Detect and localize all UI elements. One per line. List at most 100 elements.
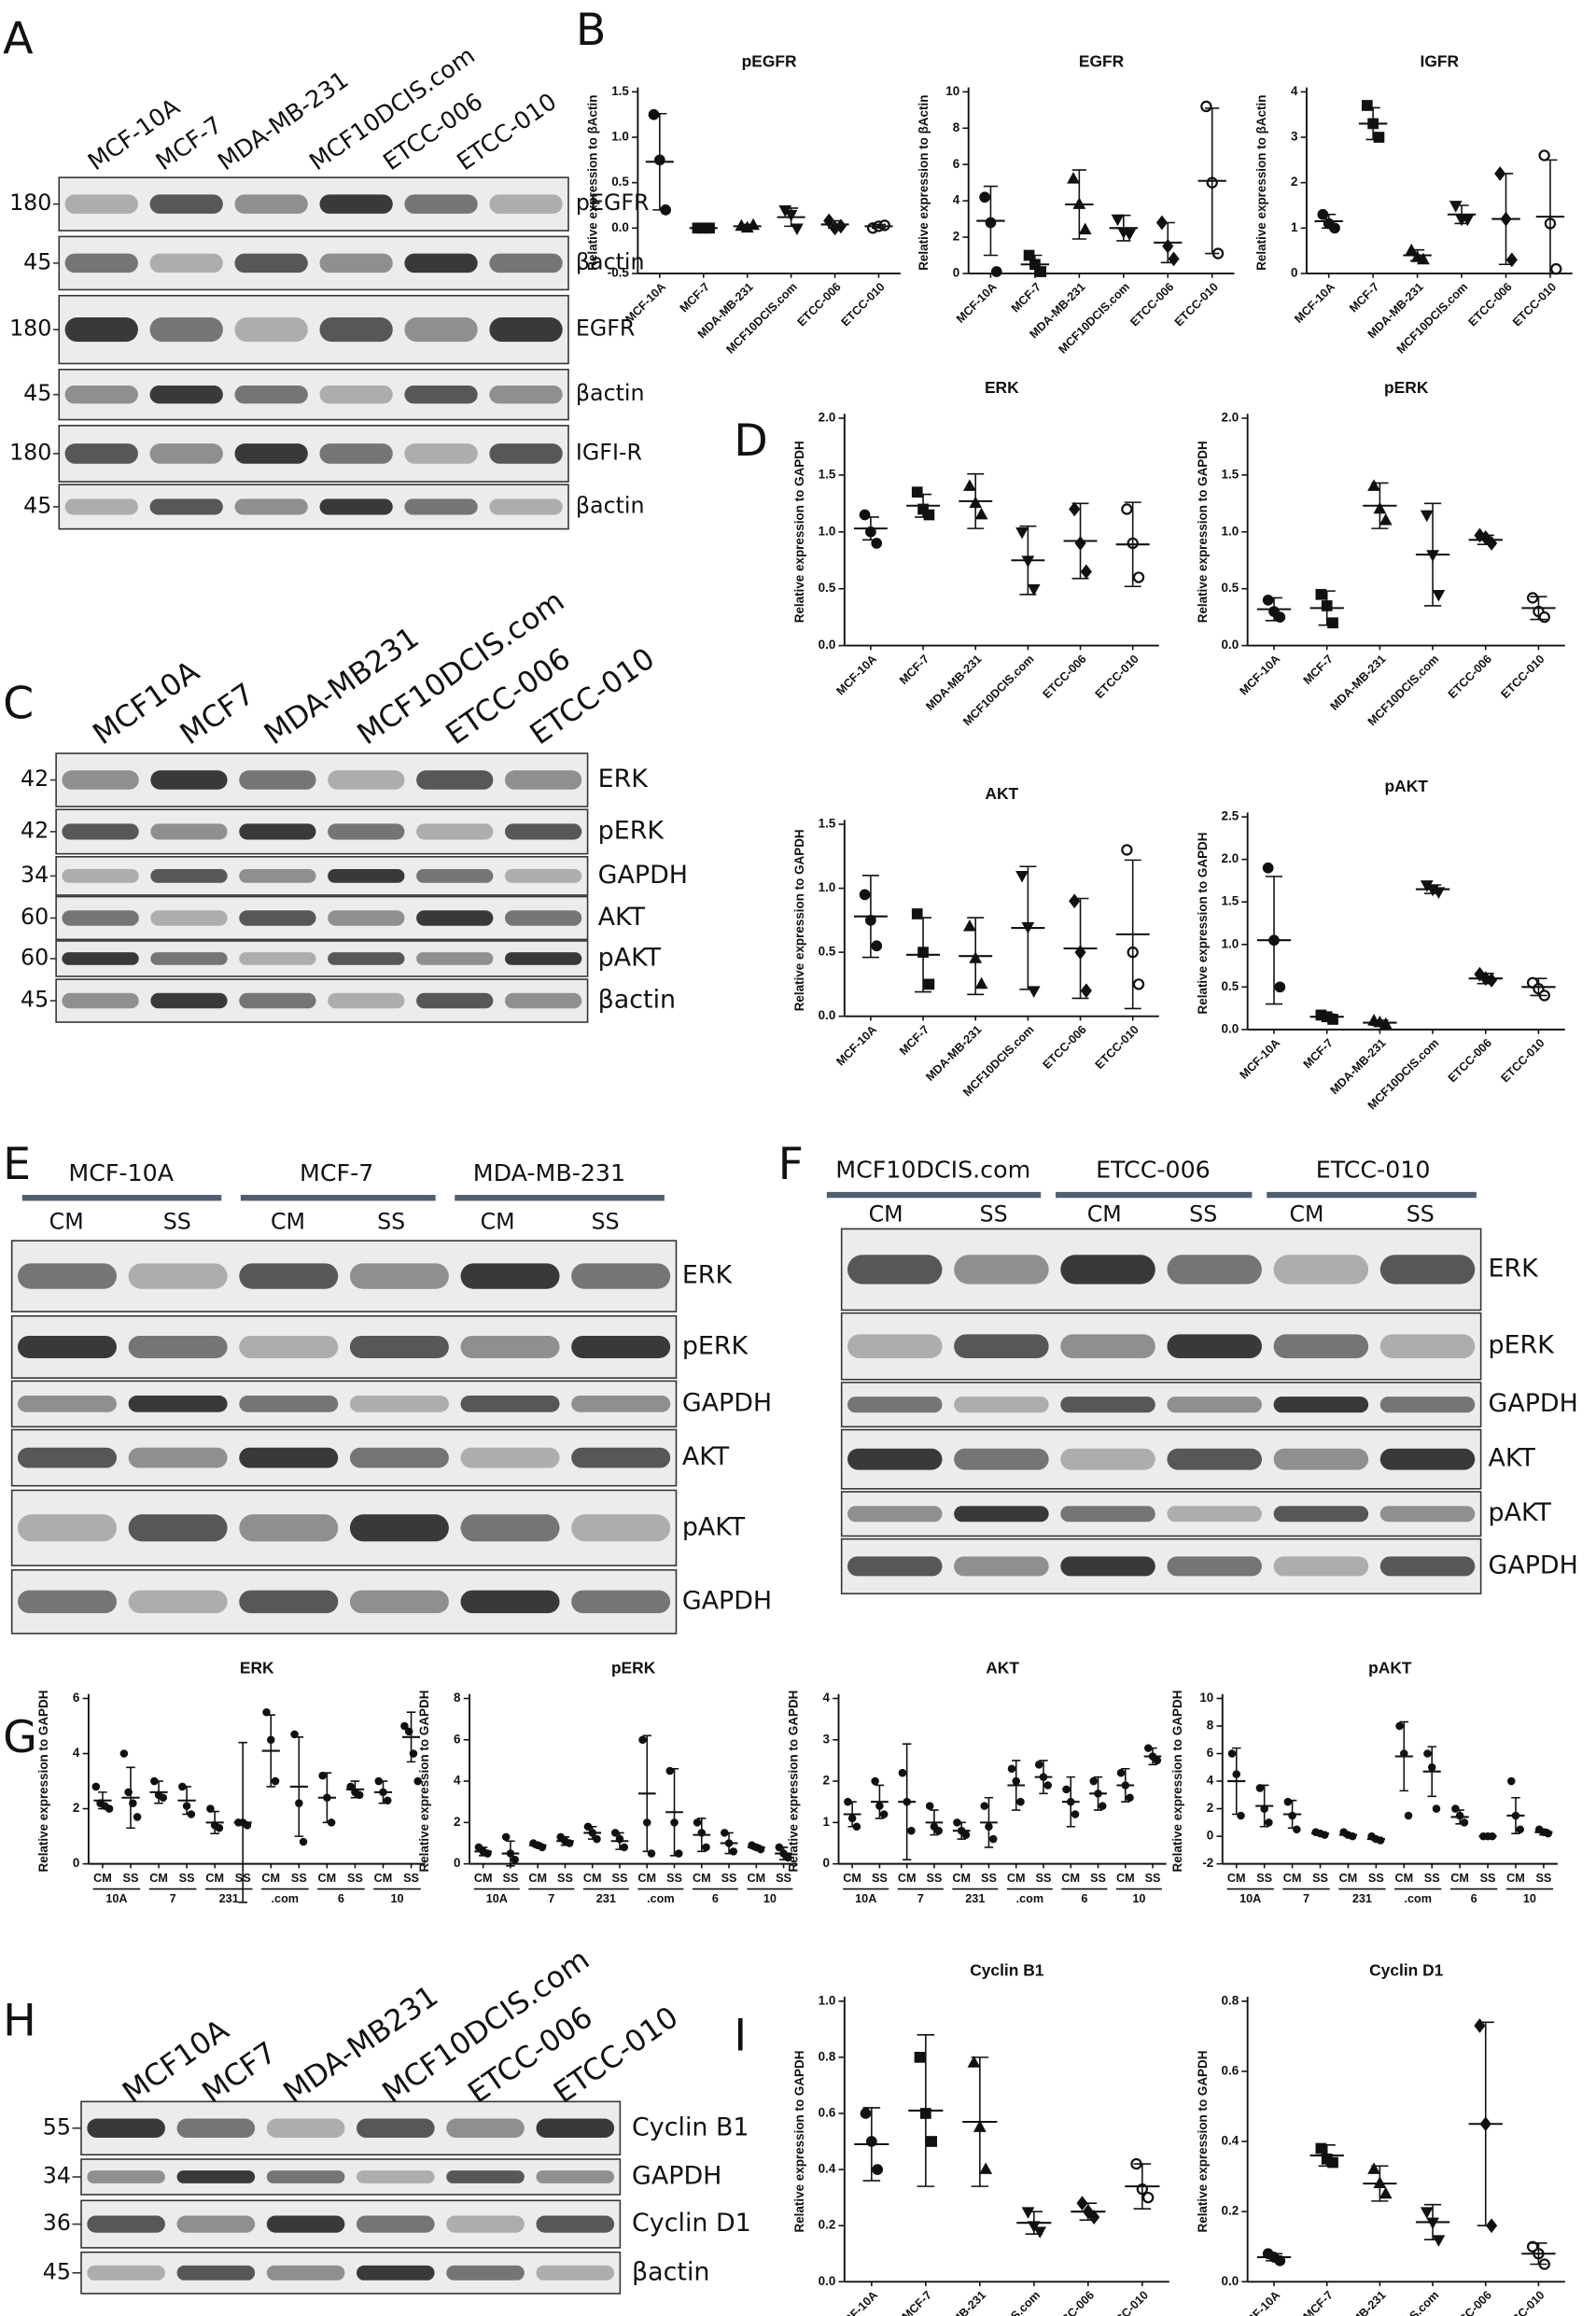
y-tick-label: 8 [454, 1691, 461, 1705]
error-bar [294, 1736, 304, 1837]
blot-band [62, 910, 139, 926]
blot-band [404, 194, 478, 214]
blot-band [349, 1263, 449, 1289]
blot-band [1273, 1448, 1369, 1470]
error-bar [1071, 502, 1089, 580]
blot-band [446, 2215, 525, 2233]
x-tick-label: CM [637, 1872, 656, 1885]
blot-band [489, 194, 563, 214]
x-tick-label: SS [612, 1872, 628, 1885]
blot-band [460, 1447, 560, 1468]
blot-band [1379, 1448, 1476, 1470]
blot-band [234, 253, 308, 274]
blot-band [149, 443, 223, 464]
data-point [925, 1802, 934, 1810]
panel-letter: F [778, 1139, 804, 1190]
y-tick-label: 1.0 [1222, 936, 1239, 950]
y-tick-label: 0.2 [819, 2218, 836, 2232]
data-point [1200, 100, 1212, 113]
error-bar [1424, 502, 1442, 607]
mw-label: 60 [21, 904, 49, 930]
y-tick-label: 1.5 [1222, 467, 1239, 481]
error-bar [1455, 1809, 1464, 1825]
data-point [1367, 479, 1380, 491]
condition-label: CM [1289, 1201, 1323, 1228]
blot-band [847, 1506, 943, 1523]
chart-title: ERK [985, 378, 1019, 397]
blot-band [1379, 1506, 1476, 1523]
error-bar [126, 1766, 135, 1830]
y-tick-label: 0.0 [611, 220, 629, 234]
error-bar [322, 1772, 332, 1824]
error-bar [182, 1786, 191, 1816]
blot-band [460, 1263, 560, 1289]
x-tick-label: SS [557, 1872, 573, 1885]
group-label: 10 [1132, 1892, 1145, 1905]
group-label: 10A [855, 1892, 876, 1905]
error-bar [1318, 1013, 1336, 1020]
row-label: AKT [598, 903, 646, 932]
error-bar [1530, 2242, 1547, 2266]
error-bar [1019, 865, 1037, 990]
mw-label: 42 [21, 765, 49, 792]
blot-band [954, 1255, 1049, 1284]
error-bar [1066, 1776, 1075, 1828]
data-point [1227, 1749, 1237, 1758]
blot-band [176, 2118, 256, 2139]
data-point [693, 1818, 702, 1827]
group-label: ETCC-006 [1096, 1157, 1211, 1184]
blot-band [64, 194, 138, 214]
row-label: GAPDH [1489, 1551, 1578, 1579]
blot-band [239, 1396, 339, 1412]
chart-title: Cyclin D1 [1369, 1961, 1444, 1980]
data-point [1315, 588, 1327, 600]
y-axis-label: Relative expression to GAPDH [1196, 833, 1210, 1015]
y-tick-label: 0.5 [1222, 979, 1239, 993]
blot-band [234, 316, 308, 343]
x-tick-label: SS [666, 1872, 682, 1885]
y-axis-label: Relative expression to GAPDH [417, 1691, 431, 1873]
blot-strip [80, 2199, 622, 2249]
x-tick-label: SS [1368, 1872, 1384, 1885]
blot-band [64, 498, 138, 515]
blot-band [954, 1506, 1049, 1523]
x-tick-label: SS [1256, 1872, 1272, 1885]
blot-strip [10, 1428, 678, 1487]
blot-band [87, 2265, 165, 2281]
y-tick-label: 6 [1207, 1746, 1213, 1760]
group-label: 10A [1239, 1892, 1261, 1905]
y-axis-label: Relative expression to GAPDH [1196, 2051, 1210, 2233]
row-label: pERK [598, 816, 665, 845]
y-tick-label: 0.8 [819, 2049, 836, 2063]
blot-band [149, 498, 223, 515]
error-bar [154, 1780, 163, 1804]
panel-letter: G [3, 1712, 37, 1763]
blot-band [536, 2170, 615, 2183]
error-bar [238, 1741, 248, 1903]
error-bar [1133, 2163, 1152, 2210]
blot-band [1273, 1334, 1369, 1359]
blot-band [504, 823, 582, 840]
data-point [413, 1776, 422, 1786]
data-point [1078, 222, 1092, 235]
y-axis-label: Relative expression to GAPDH [792, 829, 806, 1011]
blot-band [1167, 1255, 1262, 1284]
blot-band [349, 1336, 449, 1358]
x-tick-label: CM [261, 1872, 280, 1885]
data-point [1451, 1804, 1460, 1813]
error-bar [1477, 972, 1494, 985]
data-point [1080, 983, 1092, 999]
blot-band [266, 2265, 345, 2281]
blot-strip [10, 1569, 678, 1635]
error-bar [652, 112, 667, 211]
blot-band [328, 868, 405, 883]
error-bar [967, 917, 985, 996]
blot-band [847, 1397, 943, 1413]
y-tick-label: 0.0 [819, 638, 836, 652]
blot-band [446, 2170, 525, 2183]
blot-band [404, 316, 478, 343]
blot-band [460, 1590, 560, 1614]
mw-label: 45 [23, 248, 51, 274]
y-tick-label: 2.0 [1222, 411, 1239, 425]
blot-strip [58, 368, 569, 421]
